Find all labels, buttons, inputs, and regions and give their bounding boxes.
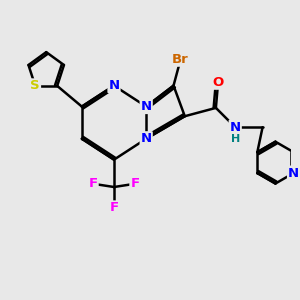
Text: F: F xyxy=(88,177,98,190)
Text: N: N xyxy=(108,79,120,92)
Text: N: N xyxy=(288,167,299,180)
Text: N: N xyxy=(230,121,241,134)
Text: Br: Br xyxy=(172,53,189,66)
Text: H: H xyxy=(231,134,240,145)
Text: F: F xyxy=(110,201,118,214)
Text: N: N xyxy=(141,132,152,145)
Text: S: S xyxy=(30,80,40,92)
Text: N: N xyxy=(141,100,152,113)
Text: O: O xyxy=(212,76,224,89)
Text: F: F xyxy=(130,177,140,190)
